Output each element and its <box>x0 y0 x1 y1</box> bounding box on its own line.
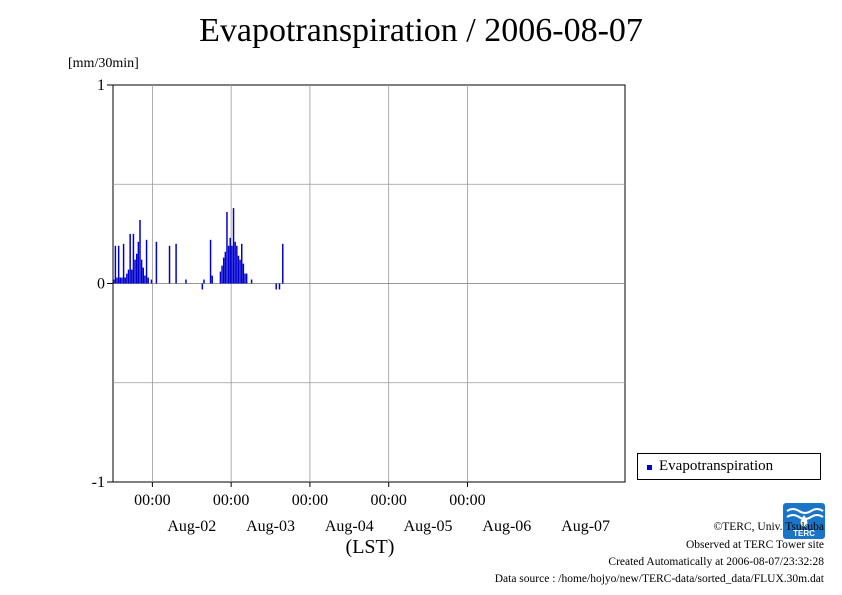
data-bar <box>221 265 223 284</box>
data-bar <box>132 233 135 284</box>
data-bar <box>137 241 140 284</box>
terc-logo-icon: TERC <box>783 503 825 539</box>
data-bar <box>155 241 158 284</box>
data-bar <box>127 269 130 284</box>
data-bar <box>142 267 145 284</box>
data-bar <box>239 259 241 284</box>
x-time-tick-label: 00:00 <box>292 492 328 509</box>
data-bar <box>134 259 136 284</box>
chart-title: Evapotranspiration / 2006-08-07 <box>199 12 643 49</box>
data-bar <box>131 269 133 284</box>
data-bar <box>232 208 235 284</box>
data-bar <box>250 279 253 284</box>
grid-lines <box>113 85 625 482</box>
data-bar <box>150 279 153 284</box>
data-bar <box>185 279 187 284</box>
credit-data-source: Data source : /home/hojyo/new/TERC-data/… <box>494 573 824 585</box>
x-time-tick-label: 00:00 <box>370 492 406 509</box>
credit-created-time: Created Automatically at 2006-08-07/23:3… <box>608 556 824 568</box>
legend-swatch <box>647 465 652 470</box>
x-date-tick-label: Aug-03 <box>246 518 295 535</box>
y-tick-label: 1 <box>97 77 105 94</box>
data-bar <box>211 275 213 284</box>
logo-text: TERC <box>793 529 815 538</box>
data-bar <box>209 239 212 284</box>
data-bar <box>147 277 149 284</box>
y-axis-unit-label: [mm/30min] <box>68 56 139 71</box>
axis-ticks: 1 0 -1 00:00 00:00 00:00 00:00 00:00 Aug-02 Aug-0… <box>92 77 610 535</box>
data-bar <box>219 271 222 284</box>
data-bar <box>226 212 228 284</box>
x-date-tick-label: Aug-06 <box>482 518 531 535</box>
x-time-tick-label: 00:00 <box>213 492 249 509</box>
data-bar <box>116 277 118 284</box>
data-bar <box>234 241 236 284</box>
data-bar <box>139 219 141 284</box>
data-bar <box>282 243 284 284</box>
x-date-tick-label: Aug-02 <box>167 518 216 535</box>
data-bar <box>224 251 227 284</box>
x-axis-label: (LST) <box>345 536 395 558</box>
data-bar <box>135 253 138 284</box>
x-date-tick-label: Aug-05 <box>404 518 453 535</box>
data-bar <box>245 273 248 284</box>
data-bar <box>168 245 171 284</box>
data-bar <box>114 245 117 284</box>
y-tick-label: -1 <box>92 474 105 491</box>
x-time-tick-label: 00:00 <box>134 492 170 509</box>
data-bar <box>236 245 238 284</box>
data-bar <box>122 243 125 284</box>
data-bar <box>227 245 230 284</box>
x-date-tick-label: Aug-07 <box>561 518 610 535</box>
data-bar <box>201 283 204 290</box>
bar-series-evapotranspiration <box>113 208 284 290</box>
data-bar <box>121 277 123 284</box>
data-bar <box>145 239 148 284</box>
credit-observation-site: Observed at TERC Tower site <box>685 539 824 551</box>
data-bar <box>222 257 225 284</box>
data-bar <box>242 263 245 284</box>
data-bar <box>241 243 243 284</box>
data-bar <box>129 233 131 284</box>
data-bar <box>113 279 115 284</box>
data-bar <box>126 273 128 284</box>
data-bar <box>237 255 240 284</box>
data-bar <box>175 243 177 284</box>
data-bar <box>278 283 281 290</box>
data-bar <box>275 283 277 290</box>
data-bar <box>244 273 246 284</box>
data-bar <box>117 245 120 284</box>
legend-label: Evapotranspiration <box>659 458 774 474</box>
legend: Evapotranspiration <box>637 453 821 480</box>
x-date-tick-label: Aug-04 <box>325 518 374 535</box>
y-tick-label: 0 <box>97 276 105 293</box>
x-time-tick-label: 00:00 <box>449 492 485 509</box>
data-bar <box>119 277 122 284</box>
data-bar <box>229 237 231 284</box>
data-bar <box>140 259 143 284</box>
data-bar <box>124 277 126 284</box>
credit-copyright: ©TERC, Univ. Tsukuba <box>713 521 824 533</box>
data-bar <box>231 245 233 284</box>
data-bar <box>203 279 205 284</box>
data-bar <box>144 275 146 284</box>
